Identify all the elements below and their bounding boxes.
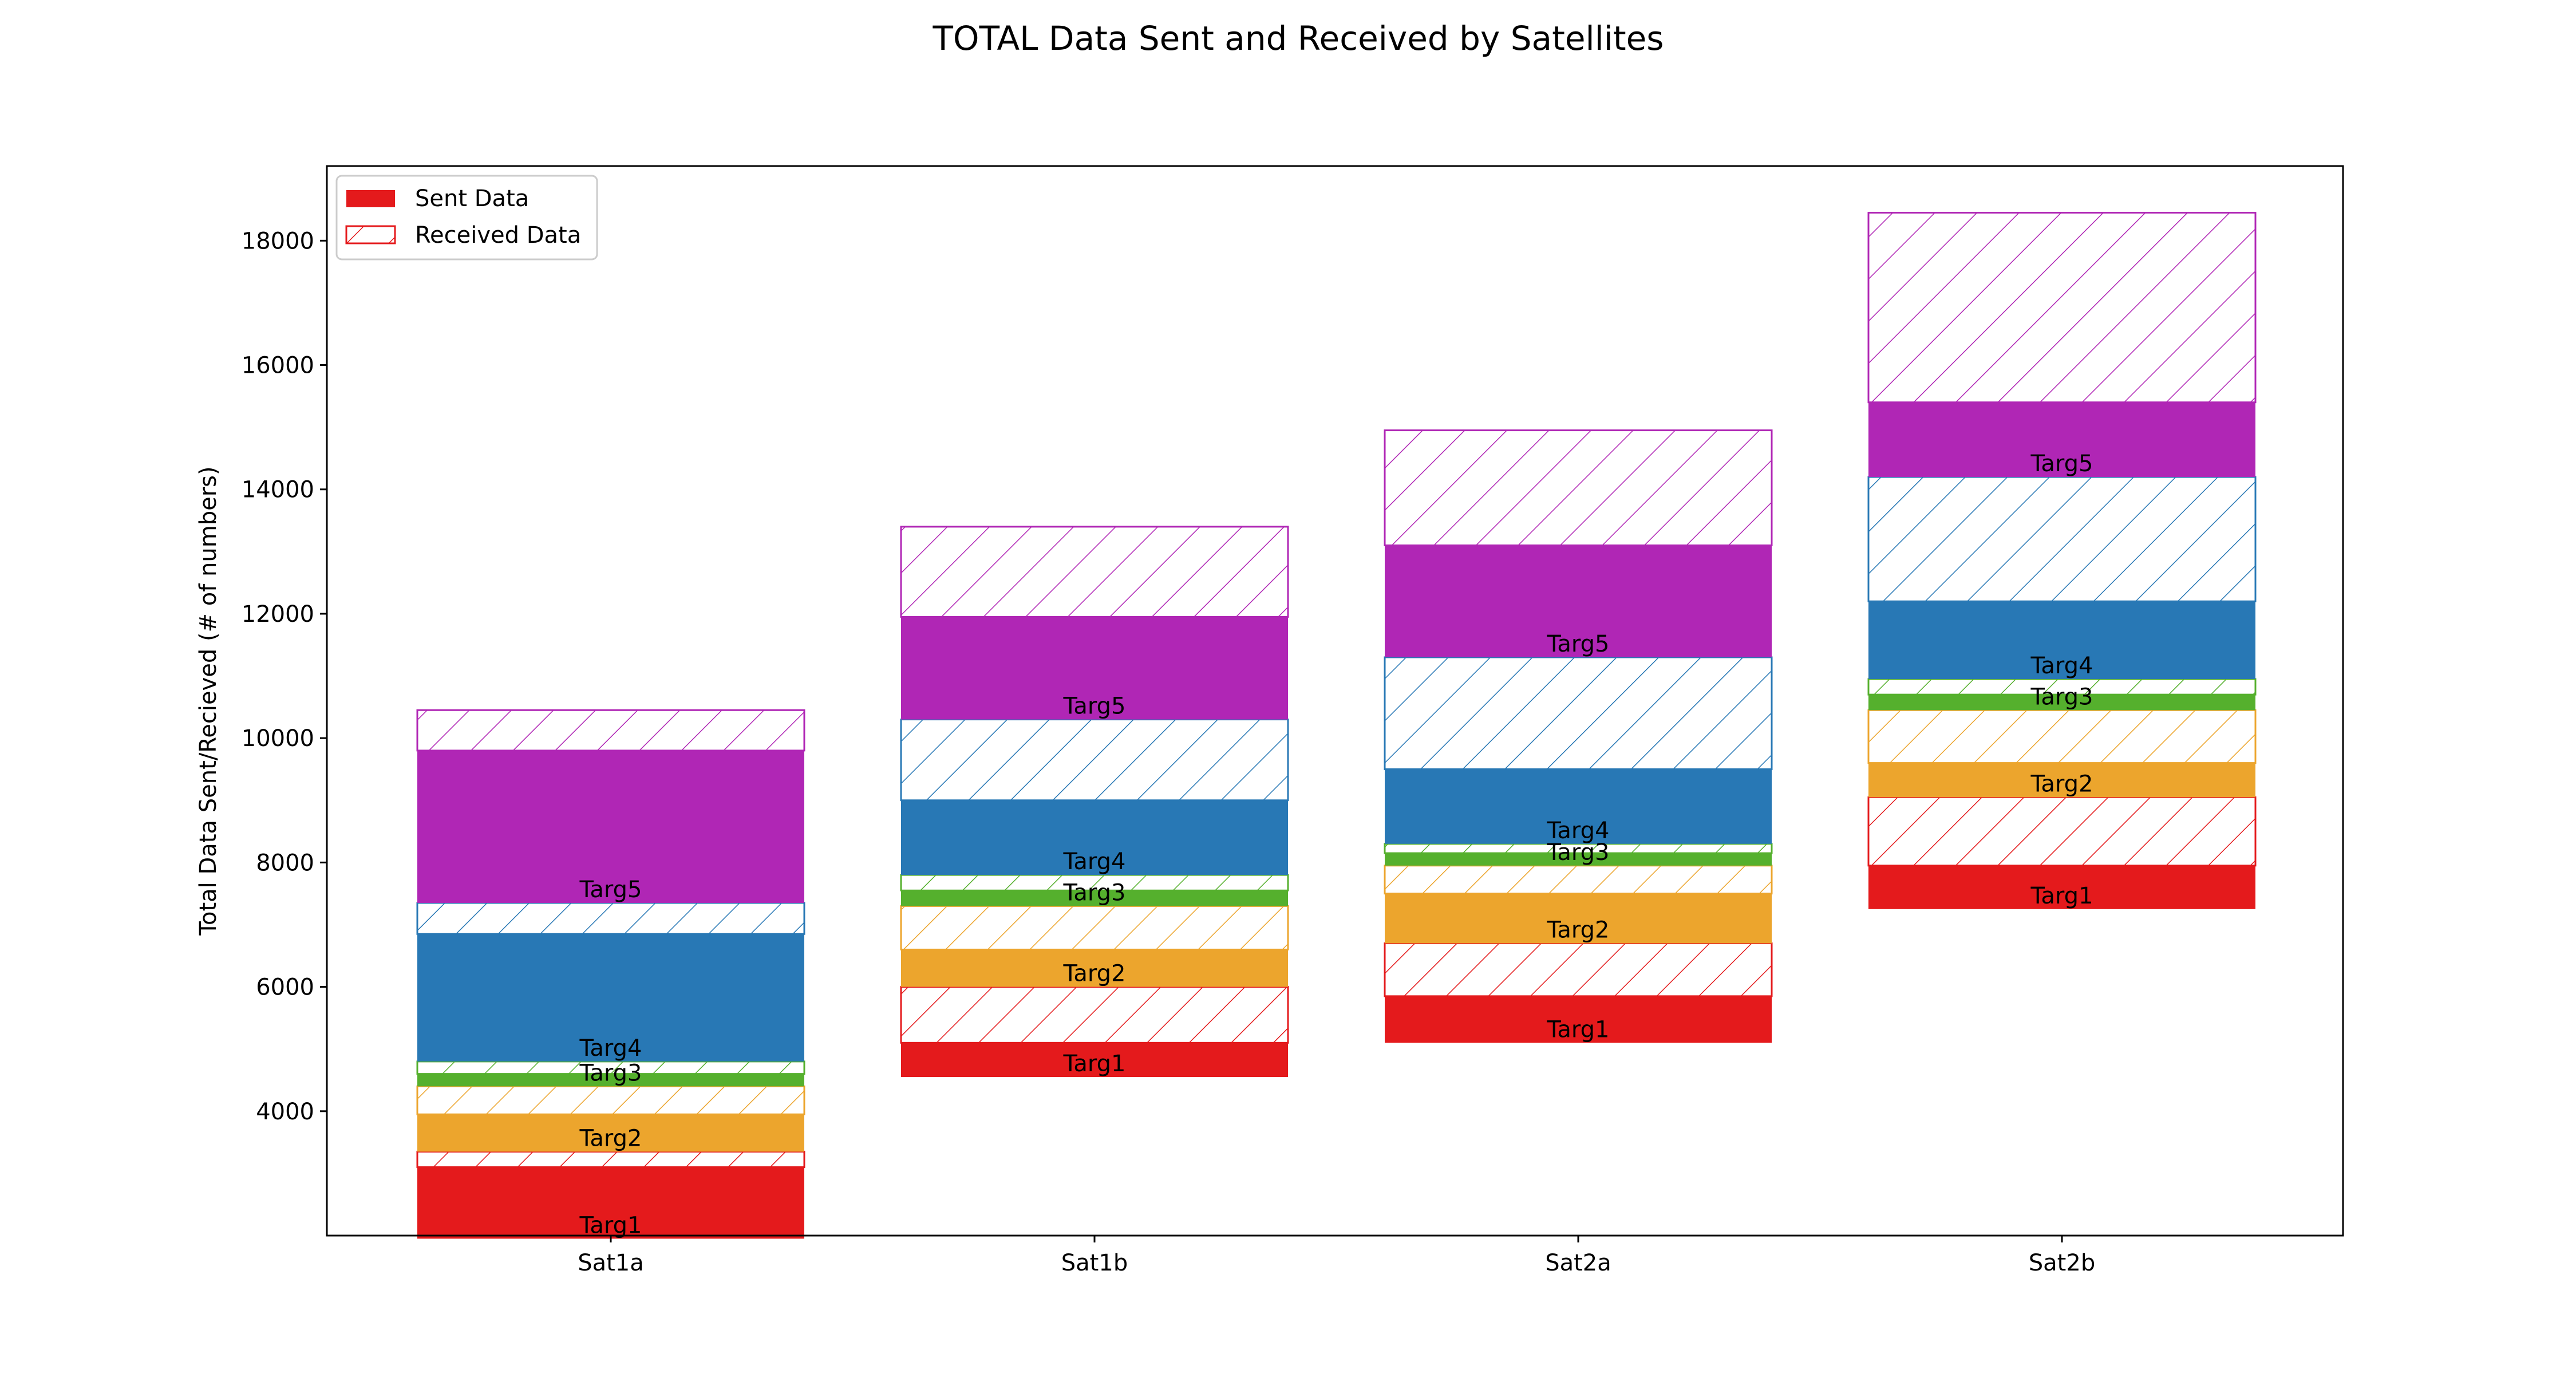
- segment-label: Targ2: [1547, 917, 1610, 944]
- segment-label: Targ3: [1063, 879, 1126, 906]
- bar-sent-targ4-sat2b: [1868, 601, 2255, 679]
- legend-received-swatch: [345, 225, 396, 244]
- segment-label: Targ1: [579, 1212, 642, 1238]
- bar-received-targ1-sat2b: [1867, 796, 2257, 867]
- segment-label: Targ3: [1547, 839, 1610, 866]
- y-axis-label: Total Data Sent/Recieved (# of numbers): [195, 466, 222, 936]
- legend-sent-swatch: [346, 190, 395, 207]
- bar-received-targ4-sat2b: [1867, 476, 2257, 602]
- bar-sent-targ4-sat2a: [1385, 769, 1772, 844]
- legend: Sent Data Received Data: [335, 175, 598, 261]
- y-tick-label: 10000: [242, 725, 314, 752]
- x-tick-label: Sat1b: [1061, 1250, 1128, 1276]
- bar-sent-targ2-sat2b: [1868, 763, 2255, 798]
- chart-title: TOTAL Data Sent and Received by Satellit…: [932, 19, 1664, 58]
- x-axis: Sat1a Sat1b Sat2a Sat2b: [578, 1236, 2095, 1276]
- bar-received-targ4-sat2a: [1384, 656, 1773, 770]
- segment-label: Targ2: [2030, 771, 2093, 797]
- bar-sent-targ2-sat2a: [1385, 893, 1772, 944]
- bar-received-targ5-sat2b: [1867, 211, 2257, 404]
- segment-labels-layer: Targ1Targ2Targ3Targ4Targ5Targ1Targ2Targ3…: [579, 451, 2093, 1238]
- y-tick-label: 8000: [256, 850, 314, 876]
- segment-label: Targ4: [1547, 818, 1610, 844]
- segment-label: Targ5: [579, 877, 642, 903]
- bar-sent-targ5-sat1a: [417, 750, 804, 903]
- bar-sent-targ1-sat1a: [417, 1167, 804, 1239]
- y-tick-label: 12000: [242, 601, 314, 628]
- segment-label: Targ1: [1547, 1016, 1610, 1043]
- bar-received-targ1-sat1a: [416, 1150, 805, 1169]
- segment-label: Targ5: [2030, 451, 2093, 477]
- y-axis: 4000 6000 8000 10000 12000 14000 16000 18000: [242, 228, 327, 1125]
- bar-sent-targ2-sat1b: [901, 949, 1288, 987]
- bar-sent-targ3-sat1b: [901, 890, 1288, 906]
- bar-sent-targ2-sat1a: [417, 1114, 804, 1152]
- bar-received-targ5-sat1b: [900, 526, 1289, 618]
- bar-received-targ4-sat1a: [416, 902, 805, 935]
- segment-label: Targ4: [1063, 849, 1126, 875]
- segment-label: Targ4: [579, 1035, 642, 1062]
- bar-sent-targ4-sat1a: [417, 934, 804, 1062]
- y-tick-label: 16000: [242, 353, 314, 379]
- bar-received-targ1-sat1b: [900, 986, 1289, 1044]
- legend-frame: [335, 175, 598, 261]
- x-tick-label: Sat2a: [1545, 1250, 1611, 1276]
- segment-label: Targ2: [1063, 961, 1126, 987]
- x-tick-label: Sat2b: [2029, 1250, 2095, 1276]
- bar-sent-targ5-sat2b: [1868, 402, 2255, 478]
- bar-sent-targ1-sat2b: [1868, 865, 2255, 909]
- segment-label: Targ1: [2030, 883, 2093, 909]
- legend-received-label: Received Data: [415, 222, 581, 248]
- bar-sent-targ5-sat2a: [1385, 545, 1772, 657]
- y-tick-label: 14000: [242, 477, 314, 503]
- bar-sent-targ5-sat1b: [901, 617, 1288, 720]
- y-tick-label: 4000: [256, 1099, 314, 1125]
- y-tick-label: 6000: [256, 974, 314, 1001]
- segment-label: Targ1: [1063, 1051, 1126, 1077]
- segment-label: Targ3: [2030, 684, 2093, 710]
- segment-label: Targ3: [579, 1060, 642, 1086]
- bar-received-targ2-sat1b: [900, 905, 1289, 950]
- bar-sent-targ3-sat1a: [417, 1074, 804, 1087]
- bars-layer: [416, 211, 2257, 1239]
- segment-label: Targ5: [1063, 693, 1126, 720]
- bar-received-targ4-sat1b: [900, 719, 1289, 802]
- legend-sent-label: Sent Data: [415, 186, 529, 212]
- bar-received-targ2-sat2b: [1867, 709, 2257, 764]
- segment-label: Targ5: [1547, 631, 1610, 657]
- bar-sent-targ1-sat2a: [1385, 996, 1772, 1043]
- bar-received-targ5-sat2a: [1384, 429, 1773, 546]
- plot-frame: [326, 165, 2344, 1237]
- bar-received-targ2-sat1a: [416, 1085, 805, 1115]
- segment-label: Targ4: [2030, 653, 2093, 679]
- x-tick-label: Sat1a: [578, 1250, 644, 1276]
- bar-sent-targ3-sat2b: [1868, 695, 2255, 711]
- bar-received-targ1-sat2a: [1384, 942, 1773, 997]
- segment-label: Targ2: [579, 1125, 642, 1151]
- bar-sent-targ4-sat1b: [901, 800, 1288, 875]
- bar-received-targ5-sat1a: [416, 709, 805, 752]
- bar-sent-targ1-sat1b: [901, 1043, 1288, 1078]
- y-tick-label: 18000: [242, 228, 314, 254]
- bar-received-targ2-sat2a: [1384, 865, 1773, 895]
- bar-sent-targ3-sat2a: [1385, 853, 1772, 866]
